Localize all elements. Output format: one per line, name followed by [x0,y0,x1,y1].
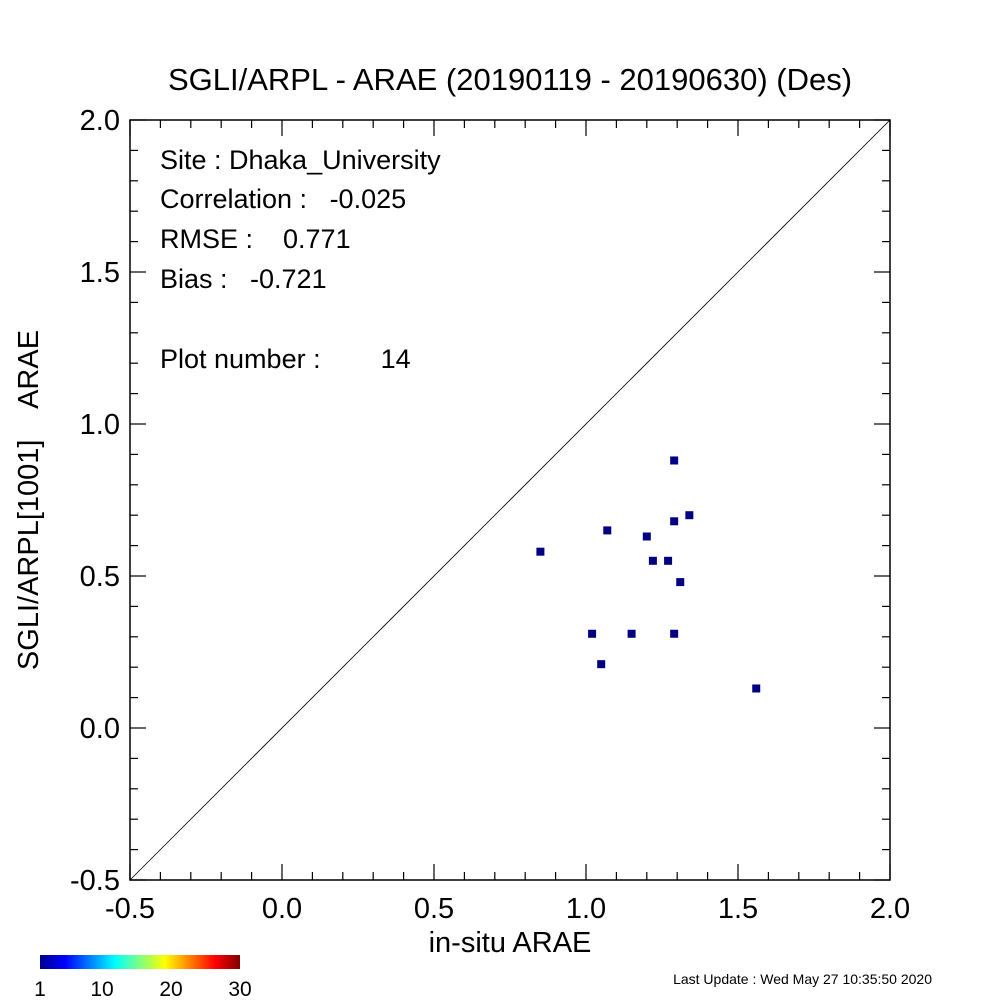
y-tick-label: 1.0 [80,409,120,441]
correlation-label: Correlation : -0.025 [160,184,406,214]
data-point [588,629,597,638]
data-point [536,547,545,556]
x-tick-label: 0.0 [262,893,302,925]
data-point [627,629,636,638]
colorbar-label-30: 30 [228,978,251,1000]
data-points [536,456,761,693]
data-point [597,660,606,669]
axis-ticks [129,119,891,881]
x-tick-label: 1.5 [718,893,758,925]
plot-frame [129,119,891,881]
y-tick-label: 1.5 [80,257,120,289]
data-point [603,526,612,535]
bias-label: Bias : -0.721 [160,264,327,294]
y-axis-title: SGLI/ARPL[1001] ARAE [13,330,45,670]
colorbar-label-20: 20 [159,978,182,1000]
stats-box: Site : Dhaka_University Correlation : -0… [160,145,441,374]
rmse-label: RMSE : 0.771 [160,224,351,254]
x-axis-title: in-situ ARAE [429,927,592,959]
data-point [752,684,761,693]
y-tick-label: -0.5 [70,865,120,897]
data-point [670,629,679,638]
y-tick-labels: -0.5 0.0 0.5 1.0 1.5 2.0 [70,105,120,897]
colorbar-label-1: 1 [34,978,46,1000]
x-tick-label: 1.0 [566,893,606,925]
x-tick-label: 2.0 [870,893,910,925]
data-point [642,532,651,541]
last-update: Last Update : Wed May 27 10:35:50 2020 [673,971,932,987]
data-point [648,556,657,565]
y-tick-label: 0.5 [80,561,120,593]
plot-number-label: Plot number : 14 [160,344,411,374]
site-label: Site : Dhaka_University [160,145,441,175]
x-tick-label: 0.5 [414,893,454,925]
colorbar-gradient [40,955,240,969]
data-point [670,456,679,465]
chart-title: SGLI/ARPL - ARAE (20190119 - 20190630) (… [168,62,852,97]
data-point [664,556,673,565]
y-tick-label: 0.0 [80,713,120,745]
colorbar-label-10: 10 [90,978,113,1000]
y-tick-label: 2.0 [80,105,120,137]
colorbar: 1 10 20 30 [34,955,252,1000]
x-tick-labels: -0.5 0.0 0.5 1.0 1.5 2.0 [105,893,910,925]
x-tick-label: -0.5 [105,893,155,925]
data-point [670,517,679,526]
one-to-one-line [129,119,891,881]
data-point [676,578,685,587]
data-point [685,511,694,520]
